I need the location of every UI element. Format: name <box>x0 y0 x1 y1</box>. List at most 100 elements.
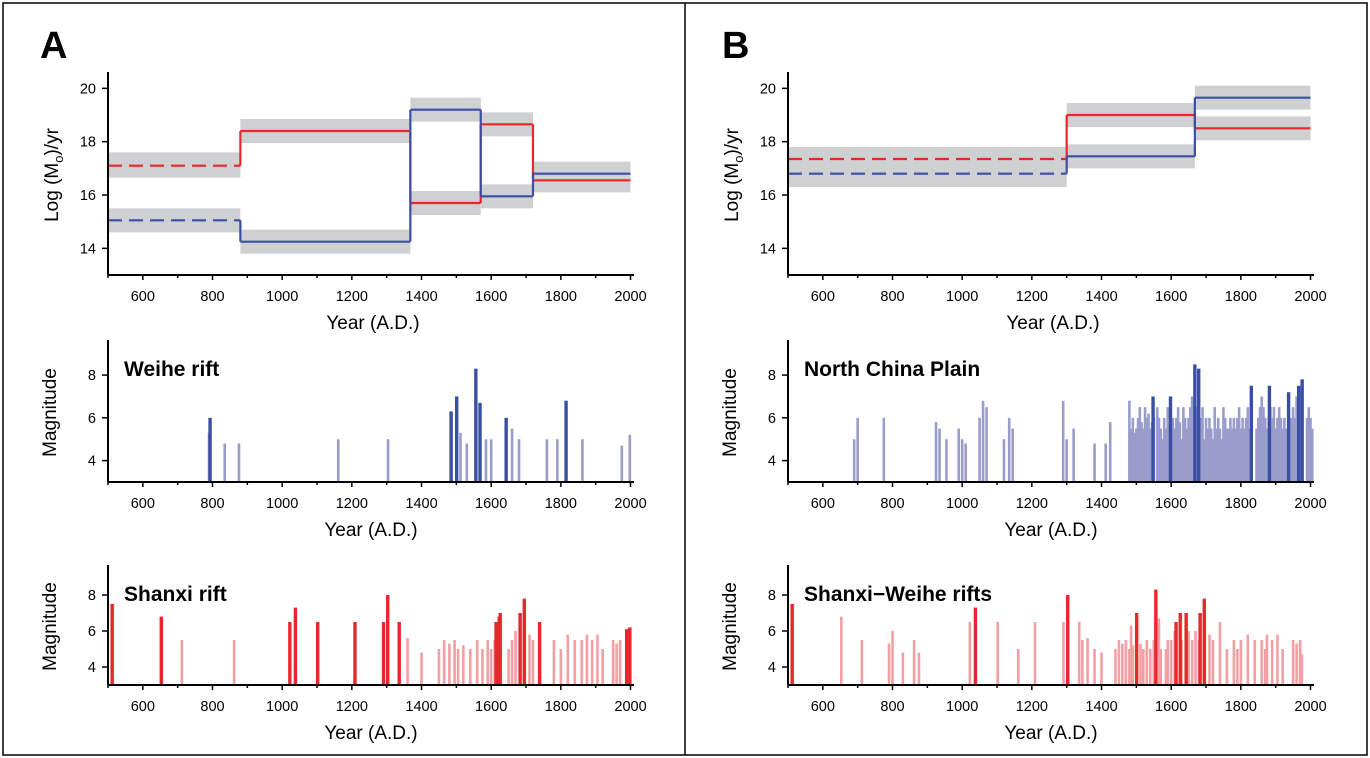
earthquake-bar <box>1234 428 1237 482</box>
earthquake-bar <box>1128 400 1131 482</box>
earthquake-bar <box>1157 417 1161 482</box>
earthquake-bar <box>887 643 891 685</box>
earthquake-bar <box>618 640 622 685</box>
chart-title: Shanxi rift <box>124 583 227 606</box>
y-tick-label: 4 <box>768 660 776 676</box>
earthquake-bar <box>1164 428 1168 482</box>
earthquake-bar <box>1230 428 1234 482</box>
x-tick-label: 1200 <box>336 289 368 305</box>
earthquake-bar <box>1187 417 1190 482</box>
x-axis-label: Year (A.D.) <box>1004 723 1097 744</box>
x-tick-label: 1800 <box>545 289 577 305</box>
earthquake-bar <box>1298 640 1302 685</box>
panel-letter-b: B <box>722 25 749 67</box>
earthquake-bar <box>1202 598 1206 685</box>
earthquake-bar <box>1178 613 1182 685</box>
earthquake-bar <box>449 411 453 482</box>
earthquake-bar <box>1168 396 1173 482</box>
earthquake-bar <box>510 428 514 482</box>
earthquake-bar <box>556 439 559 482</box>
earthquake-bar <box>585 634 589 685</box>
earthquake-bar <box>1131 645 1135 685</box>
earthquake-bar <box>945 439 948 482</box>
earthquake-bar <box>559 649 563 685</box>
earthquake-bar <box>232 640 236 685</box>
x-tick-label: 1400 <box>1085 496 1117 512</box>
earthquake-bar <box>1246 634 1250 685</box>
earthquake-bar <box>1267 385 1272 482</box>
earthquake-bar <box>1093 443 1096 482</box>
y-tick-label: 8 <box>88 368 96 384</box>
earthquake-bar <box>442 640 446 685</box>
x-tick-label: 2000 <box>614 699 646 715</box>
earthquake-bar <box>1182 407 1185 482</box>
earthquake-bar <box>1208 417 1211 482</box>
earthquake-bar <box>1239 640 1243 685</box>
x-tick-label: 1000 <box>266 496 298 512</box>
earthquake-bar <box>1204 417 1208 482</box>
earthquake-bar <box>1270 417 1274 482</box>
x-axis-label: Year (A.D.) <box>1004 520 1097 541</box>
x-tick-label: 1200 <box>336 496 368 512</box>
x-tick-label: 1000 <box>946 289 978 305</box>
y-tick-label: 6 <box>88 624 96 640</box>
earthquake-bar <box>1260 396 1264 482</box>
earthquake-bar <box>1260 640 1264 685</box>
x-tick-label: 1800 <box>545 699 577 715</box>
earthquake-bar <box>1196 368 1201 482</box>
earthquake-bar <box>498 613 502 685</box>
earthquake-bar <box>1178 422 1182 482</box>
earthquake-bar <box>1202 439 1206 482</box>
earthquake-bar <box>437 649 441 685</box>
earthquake-bar <box>1222 407 1225 482</box>
x-tick-label: 1200 <box>1016 699 1048 715</box>
earthquake-bar <box>1216 417 1220 482</box>
earthquake-bar <box>1255 428 1258 482</box>
y-tick-label: 8 <box>88 588 96 604</box>
earthquake-bar <box>1117 640 1121 685</box>
x-tick-label: 1000 <box>266 699 298 715</box>
x-tick-label: 800 <box>200 496 224 512</box>
earthquake-bar <box>1140 422 1143 482</box>
earthquake-bar <box>1131 417 1135 482</box>
earthquake-bar <box>456 649 460 685</box>
earthquake-bar <box>1208 634 1211 685</box>
earthquake-bar <box>1148 428 1152 482</box>
y-tick-label: 8 <box>768 368 776 384</box>
earthquake-bar <box>1184 613 1188 685</box>
x-tick-label: 800 <box>880 496 904 512</box>
x-tick-label: 1600 <box>475 496 507 512</box>
chart-title: North China Plain <box>804 358 980 381</box>
earthquake-bar <box>1229 417 1232 482</box>
y-tick-label: 14 <box>80 241 96 257</box>
earthquake-bar <box>489 649 493 685</box>
earthquake-bar <box>1173 428 1176 482</box>
earthquake-bar <box>917 652 921 685</box>
y-tick-label: 18 <box>80 135 96 151</box>
x-tick-label: 1000 <box>946 699 978 715</box>
earthquake-bar <box>494 622 498 685</box>
earthquake-bar <box>1291 640 1295 685</box>
y-tick-label: 16 <box>80 188 96 204</box>
chart-a-0: 600 800 1000 1200 1400 1600 1800 2000 14 16 18 20 Ye… <box>42 72 647 334</box>
y-tick-label: 18 <box>760 135 776 151</box>
x-tick-label: 1000 <box>946 496 978 512</box>
earthquake-bar <box>580 640 584 685</box>
earthquake-bar <box>1072 428 1075 482</box>
earthquake-bar <box>1309 417 1312 482</box>
earthquake-bar <box>1270 640 1274 685</box>
earthquake-bar <box>1185 428 1189 482</box>
earthquake-bar <box>1220 439 1223 482</box>
earthquake-bar <box>353 622 357 685</box>
earthquake-bar <box>1093 649 1096 685</box>
earthquake-bar <box>1142 649 1145 685</box>
earthquake-bar <box>1277 407 1281 482</box>
earthquake-bar <box>1108 422 1112 482</box>
earthquake-bar <box>1148 649 1152 685</box>
earthquake-bar <box>1077 622 1081 685</box>
earthquake-bar <box>1189 407 1192 482</box>
earthquake-bar <box>475 640 479 685</box>
earthquake-bar <box>1211 640 1215 685</box>
earthquake-bar <box>1213 407 1217 482</box>
